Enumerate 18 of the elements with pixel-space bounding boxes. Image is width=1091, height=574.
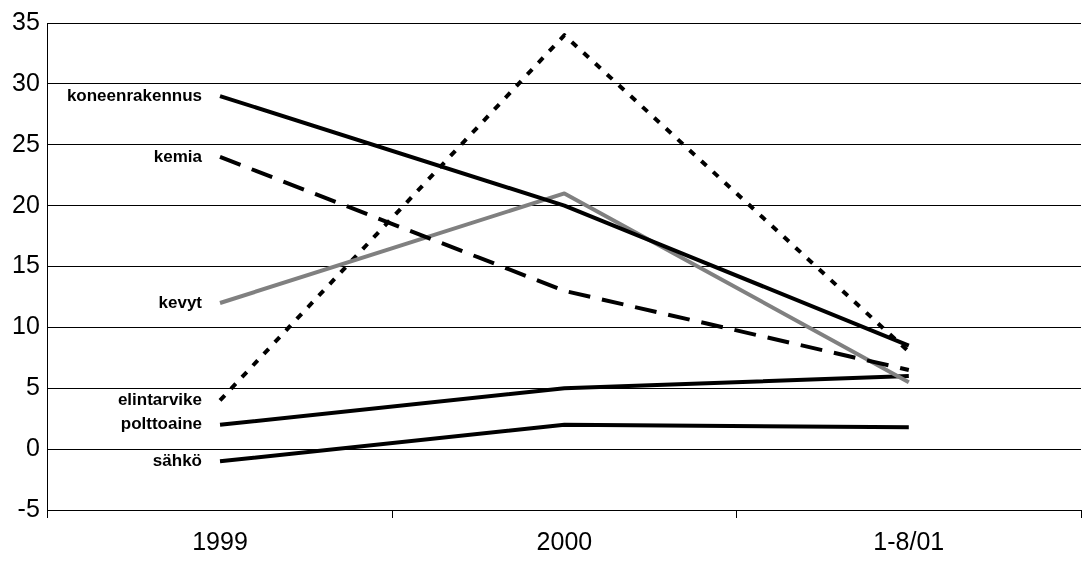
x-tick-label: 2000 xyxy=(536,526,593,555)
x-tick-label: 1999 xyxy=(192,526,248,555)
x-tick-label: 1-8/01 xyxy=(873,526,945,555)
series-label: koneenrakennus xyxy=(66,85,203,105)
y-tick-label: 35 xyxy=(12,6,40,35)
y-tick-label: 15 xyxy=(12,250,40,279)
series-label: sähkö xyxy=(152,450,203,470)
y-tick-label: 25 xyxy=(12,128,40,157)
y-tick-label: 0 xyxy=(25,433,40,462)
series-label: kevyt xyxy=(158,292,203,312)
series-label: polttoaine xyxy=(120,414,203,434)
y-tick-label: -5 xyxy=(17,493,40,522)
y-tick-label: 30 xyxy=(12,67,40,96)
y-tick-label: 5 xyxy=(25,372,40,401)
series-label: elintarvike xyxy=(117,390,203,410)
y-tick-label: 10 xyxy=(12,311,40,340)
series-label: kemia xyxy=(153,146,203,166)
y-tick-label: 20 xyxy=(12,189,40,218)
